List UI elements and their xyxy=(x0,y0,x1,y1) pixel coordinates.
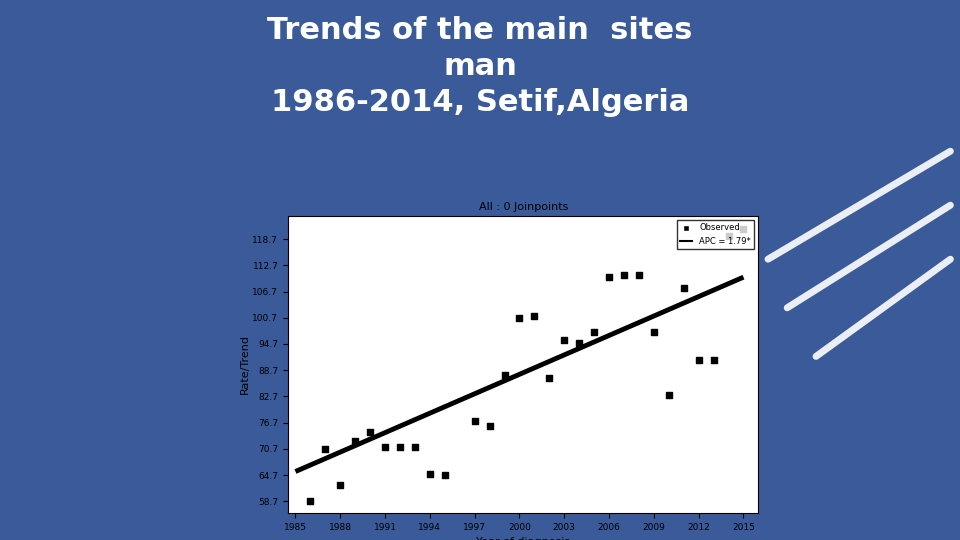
Point xyxy=(616,271,632,279)
Point xyxy=(557,336,572,345)
Point xyxy=(332,480,348,489)
Point xyxy=(676,284,691,292)
Text: Trends of the main  sites
man
1986-2014, Setif,Algeria: Trends of the main sites man 1986-2014, … xyxy=(267,16,693,117)
Point xyxy=(735,225,751,233)
Point xyxy=(377,443,393,452)
Point xyxy=(348,437,363,445)
Point xyxy=(482,421,497,430)
Y-axis label: Rate/Trend: Rate/Trend xyxy=(240,334,250,395)
Point xyxy=(527,312,542,321)
X-axis label: Year of diagnosis: Year of diagnosis xyxy=(476,537,570,540)
Point xyxy=(541,373,557,382)
Point xyxy=(497,371,513,380)
Point xyxy=(632,271,647,279)
Point xyxy=(691,356,707,364)
Point xyxy=(318,444,333,453)
Point xyxy=(587,327,602,336)
Title: All : 0 Joinpoints: All : 0 Joinpoints xyxy=(478,202,568,212)
Point xyxy=(646,327,661,336)
Point xyxy=(706,356,721,364)
Point xyxy=(661,391,677,400)
Point xyxy=(302,497,318,505)
Legend: Observed, APC = 1.79*: Observed, APC = 1.79* xyxy=(677,220,755,249)
Point xyxy=(467,417,482,426)
Point xyxy=(393,443,408,452)
Point xyxy=(721,231,736,240)
Point xyxy=(363,428,378,436)
Point xyxy=(601,273,616,281)
Point xyxy=(437,471,452,480)
Point xyxy=(512,313,527,322)
Point xyxy=(422,469,438,478)
Point xyxy=(407,443,422,452)
Point xyxy=(571,339,587,347)
